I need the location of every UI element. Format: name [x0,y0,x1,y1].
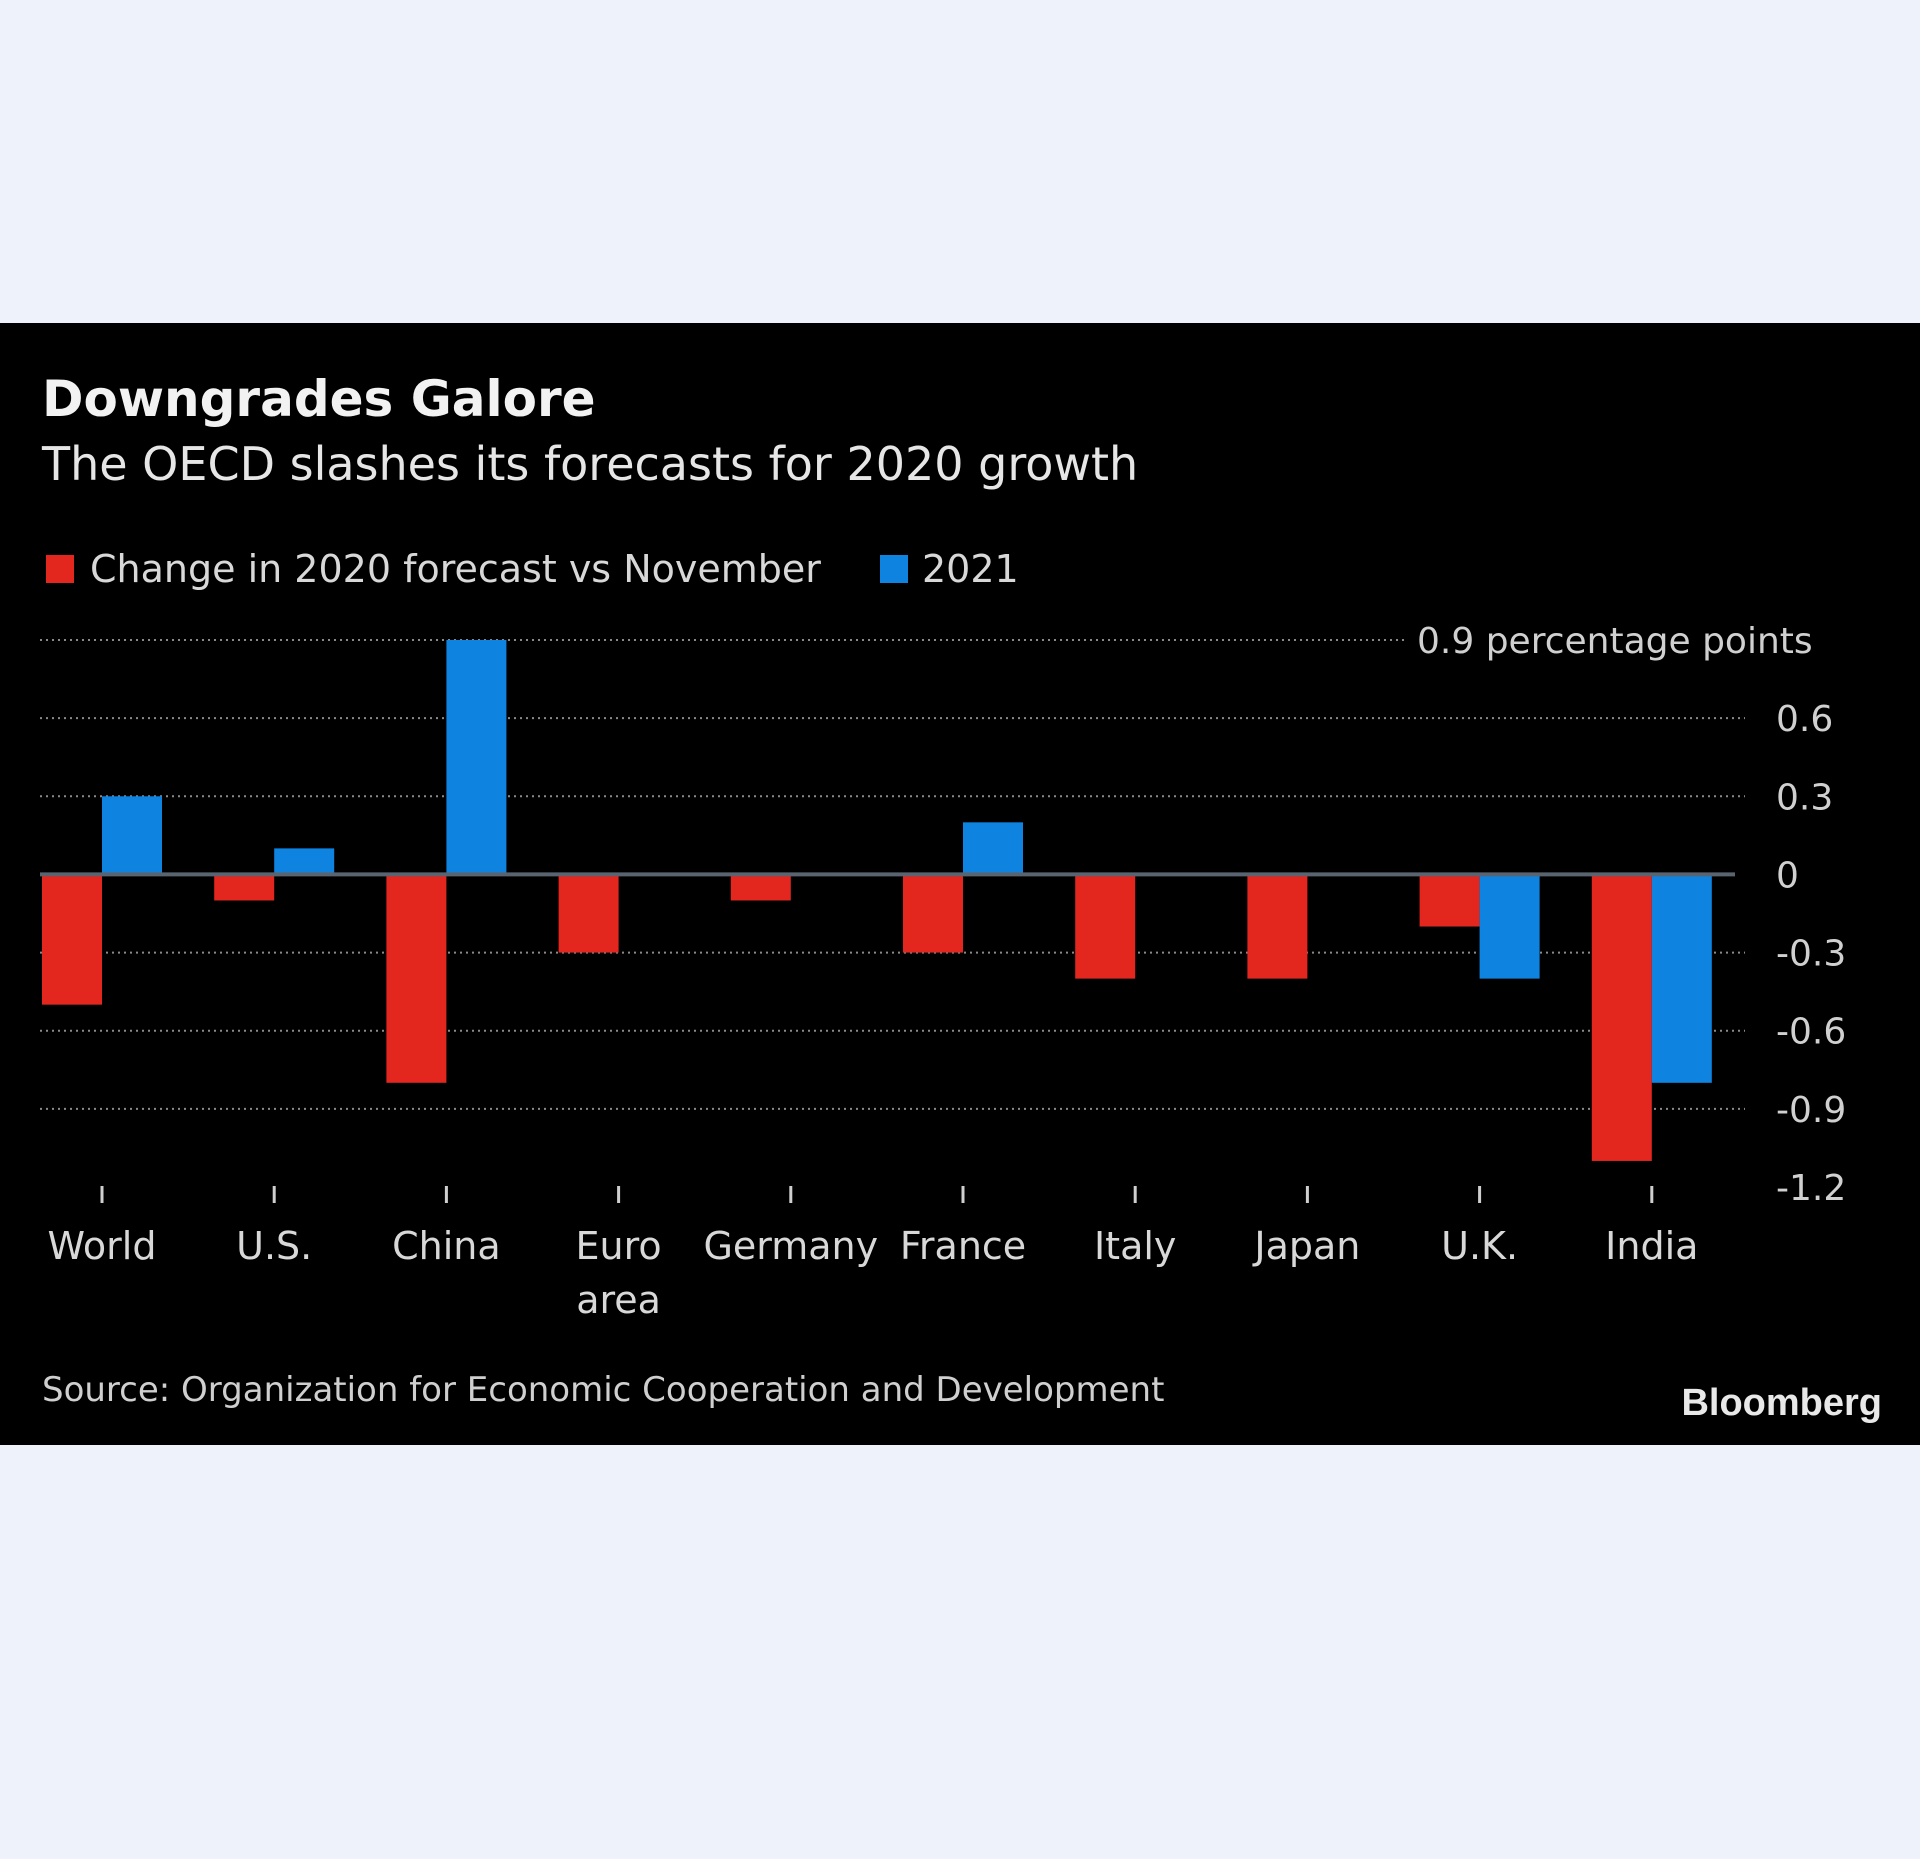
chart-subtitle: The OECD slashes its forecasts for 2020 … [41,437,1138,491]
legend: Change in 2020 forecast vs November 2021 [46,547,1019,591]
x-tick-label: China [392,1224,501,1268]
gridlines [40,639,1745,1110]
legend-swatch-2021 [880,555,908,583]
bar-2020 [1247,874,1308,979]
bar-2020 [903,874,963,953]
bar-2021 [446,640,507,875]
y-tick-label: 0.3 [1776,777,1833,818]
x-tick-label: Euro [576,1224,662,1268]
chart-panel: Downgrades Galore The OECD slashes its f… [0,323,1920,1445]
x-tick-label: Germany [703,1224,878,1268]
x-tick-label: World [48,1224,157,1268]
bar-2020 [1591,874,1652,1161]
bar-2020 [1075,874,1136,979]
chart: Downgrades Galore The OECD slashes its f… [40,370,1882,1424]
bar-2021 [1651,874,1712,1083]
bar-2020 [1419,874,1480,927]
x-tick-label: Italy [1094,1224,1176,1268]
legend-label-2021: 2021 [922,547,1019,591]
x-axis: World U.S. China Euro area Germany France Italy… [48,1186,1698,1322]
bar-2021 [274,848,335,875]
y-tick-label: 0 [1776,855,1799,896]
x-tick-label: U.S. [236,1224,312,1268]
x-tick-label: U.K. [1441,1224,1518,1268]
bar-2020 [558,874,619,953]
source-note: Source: Organization for Economic Cooper… [42,1370,1164,1410]
bar-2020 [730,874,791,901]
bar-2020 [42,874,102,1005]
y-tick-label: -0.3 [1776,934,1846,975]
bar-2021 [102,796,162,875]
y-tick-label: -0.6 [1776,1012,1846,1053]
chart-title: Downgrades Galore [42,370,596,428]
legend-label-2020: Change in 2020 forecast vs November [90,547,821,591]
y-tick-label: 0.9 percentage points [1417,621,1813,662]
legend-swatch-2020 [46,555,74,583]
y-tick-label: -1.2 [1776,1168,1846,1209]
y-axis: 0.9 percentage points 0.6 0.3 0 -0.3 -0.6 -0.9… [1417,621,1846,1209]
bar-2021 [963,822,1023,875]
bloomberg-logo: Bloomberg [1681,1382,1882,1424]
x-tick-label: India [1605,1224,1698,1268]
bars [42,640,1712,1161]
bar-2020 [214,874,275,901]
bar-2020 [386,874,447,1083]
y-tick-label: -0.9 [1776,1090,1846,1131]
x-tick-label: Japan [1252,1224,1360,1268]
x-tick-label: area [576,1278,661,1322]
bar-2021 [1479,874,1540,979]
x-tick-label: France [900,1224,1026,1268]
y-tick-label: 0.6 [1776,699,1833,740]
